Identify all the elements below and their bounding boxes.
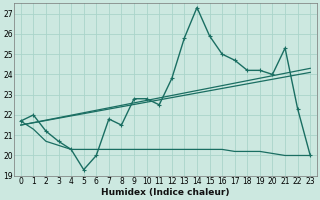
X-axis label: Humidex (Indice chaleur): Humidex (Indice chaleur): [101, 188, 230, 197]
